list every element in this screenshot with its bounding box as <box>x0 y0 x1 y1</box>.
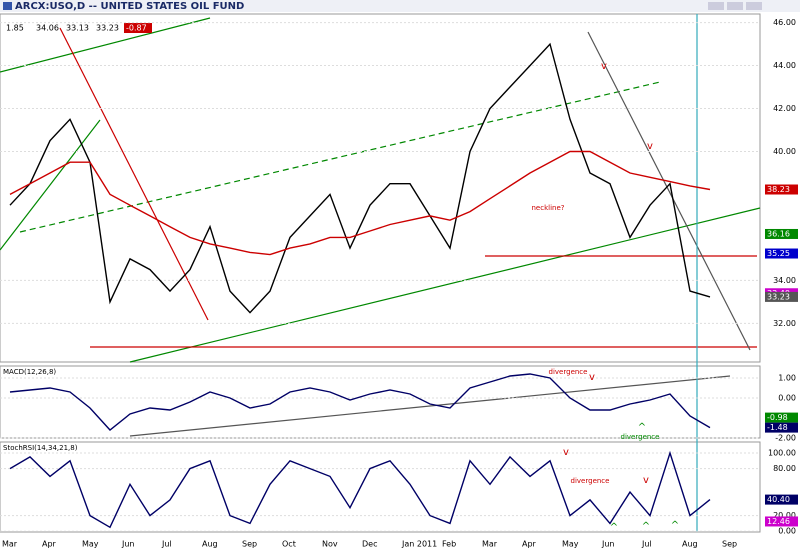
value-box-label: 35.25 <box>767 249 790 258</box>
value-box-label: 33.23 <box>767 292 790 301</box>
value-box <box>765 248 798 259</box>
annotation: divergence <box>571 477 610 485</box>
value-box-label: 40.40 <box>767 495 790 504</box>
value-box-label: 12.46 <box>767 517 790 526</box>
value-box <box>765 291 798 302</box>
y-tick-label: 40.00 <box>773 147 796 156</box>
x-tick-label: Mar <box>482 540 498 549</box>
y-tick-label: 34.00 <box>773 276 796 285</box>
value-box-label: -0.98 <box>767 413 788 422</box>
value-box <box>765 184 798 195</box>
price-panel <box>0 13 761 363</box>
x-tick-label: Apr <box>42 540 57 549</box>
x-tick-label: Sep <box>722 540 737 549</box>
trendlines <box>0 14 761 532</box>
annotation: neckline? <box>532 204 565 212</box>
quote-value: 33.13 <box>66 24 89 33</box>
value-box-label: -1.48 <box>767 423 788 432</box>
annotation: divergence <box>549 368 588 376</box>
value-box-label: 36.16 <box>767 229 790 238</box>
panel-title: StochRSI(14,34,21,8) <box>3 444 78 452</box>
window-button[interactable] <box>708 2 724 10</box>
y-tick-label: 32.00 <box>773 319 796 328</box>
value-box-label: 38.23 <box>767 185 790 194</box>
x-tick-label: Sep <box>242 540 257 549</box>
rsi-panel <box>0 441 761 533</box>
annotation: ^ <box>671 520 679 531</box>
annotation: ^ <box>610 522 618 533</box>
x-tick-label: May <box>562 540 579 549</box>
y-tick-label: 0.00 <box>778 527 796 536</box>
x-tick-label: May <box>82 540 99 549</box>
annotation: divergence <box>621 433 660 441</box>
x-tick-label: Nov <box>322 540 338 549</box>
annotation: v <box>601 61 607 72</box>
annotation: v <box>647 141 653 152</box>
header-title: ARCX:USO,D -- UNITED STATES OIL FUND <box>15 1 244 12</box>
x-tick-label: Apr <box>522 540 537 549</box>
annotation: v <box>563 447 569 458</box>
series-line <box>9 450 711 529</box>
x-tick-label: Oct <box>282 540 296 549</box>
series-line <box>9 42 711 314</box>
quote-value: 34.06 <box>36 24 59 33</box>
panel-title: MACD(12,26,8) <box>3 368 56 376</box>
header-icon <box>3 2 12 10</box>
y-tick-label: 80.00 <box>773 464 796 473</box>
annotation: ^ <box>642 521 650 532</box>
x-tick-label: Jun <box>601 540 615 549</box>
y-tick-label: 100.00 <box>768 448 796 457</box>
x-tick-label: Jul <box>161 540 172 549</box>
quote-value: 1.85 <box>6 24 24 33</box>
value-box <box>765 494 798 505</box>
annotation: ^ <box>638 422 646 433</box>
window-button[interactable] <box>727 2 743 10</box>
header-bar <box>0 0 800 12</box>
y-tick-label: 1.00 <box>778 374 796 383</box>
window-button[interactable] <box>746 2 762 10</box>
x-tick-label: Aug <box>682 540 698 549</box>
annotation: v <box>643 475 649 486</box>
value-box <box>765 422 798 433</box>
x-tick-label: Mar <box>2 540 18 549</box>
x-tick-label: Jul <box>641 540 652 549</box>
x-tick-label: Dec <box>362 540 377 549</box>
x-tick-label: Jun <box>121 540 135 549</box>
x-tick-label: Aug <box>202 540 218 549</box>
y-tick-label: 42.00 <box>773 104 796 113</box>
value-box <box>765 412 798 423</box>
y-tick-label: 46.00 <box>773 18 796 27</box>
annotation: v <box>589 372 595 383</box>
y-tick-label: 20.00 <box>773 511 796 520</box>
series-line <box>9 150 711 256</box>
x-tick-label: Feb <box>442 540 456 549</box>
y-tick-label: -2.00 <box>775 434 796 443</box>
quote-value: 33.23 <box>96 24 119 33</box>
quote-value: -0.87 <box>126 24 147 33</box>
y-tick-label: 44.00 <box>773 61 796 70</box>
y-tick-label: 0.00 <box>778 394 796 403</box>
value-box <box>765 516 798 527</box>
series-line <box>9 373 711 431</box>
x-tick-label: Jan 2011 <box>401 540 437 549</box>
value-box <box>765 228 798 239</box>
quote-box <box>124 23 152 33</box>
